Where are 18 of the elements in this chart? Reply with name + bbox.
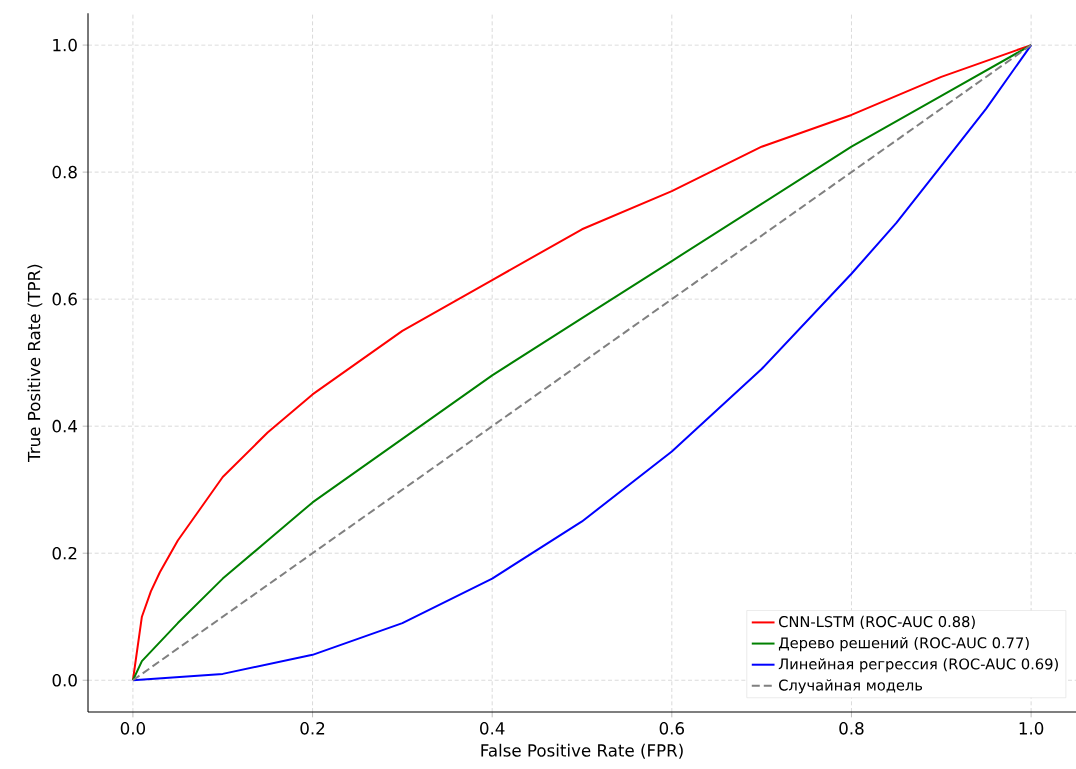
x-tick-label: 1.0 [1019, 721, 1044, 735]
y-tick-label: 0.4 [52, 419, 78, 433]
x-tick-label: 0.4 [480, 721, 505, 735]
y-tick-label: 1.0 [53, 38, 77, 52]
x-tick-label: 0.6 [659, 721, 685, 735]
y-axis-title: True Positive Rate (TPR) [27, 264, 43, 462]
x-tick-label: 0.2 [300, 721, 325, 735]
y-tick-label: 0.2 [52, 546, 77, 560]
legend-label: Линейная регрессия (ROC-AUC 0.69) [778, 657, 1058, 673]
x-tick-label: 0.8 [839, 721, 864, 735]
legend-label: CNN-LSTM (ROC-AUC 0.88) [779, 615, 975, 629]
legend-label: Случайная модель [779, 679, 923, 694]
y-tick-label: 0.0 [52, 673, 77, 687]
y-tick-label: 0.6 [52, 292, 77, 306]
y-tick-label: 0.8 [52, 165, 77, 179]
x-axis-title: False Positive Rate (FPR) [481, 743, 683, 759]
legend-label: Дерево решений (ROC-AUC 0.77) [778, 636, 1029, 652]
x-tick-label: 0.0 [120, 721, 146, 735]
